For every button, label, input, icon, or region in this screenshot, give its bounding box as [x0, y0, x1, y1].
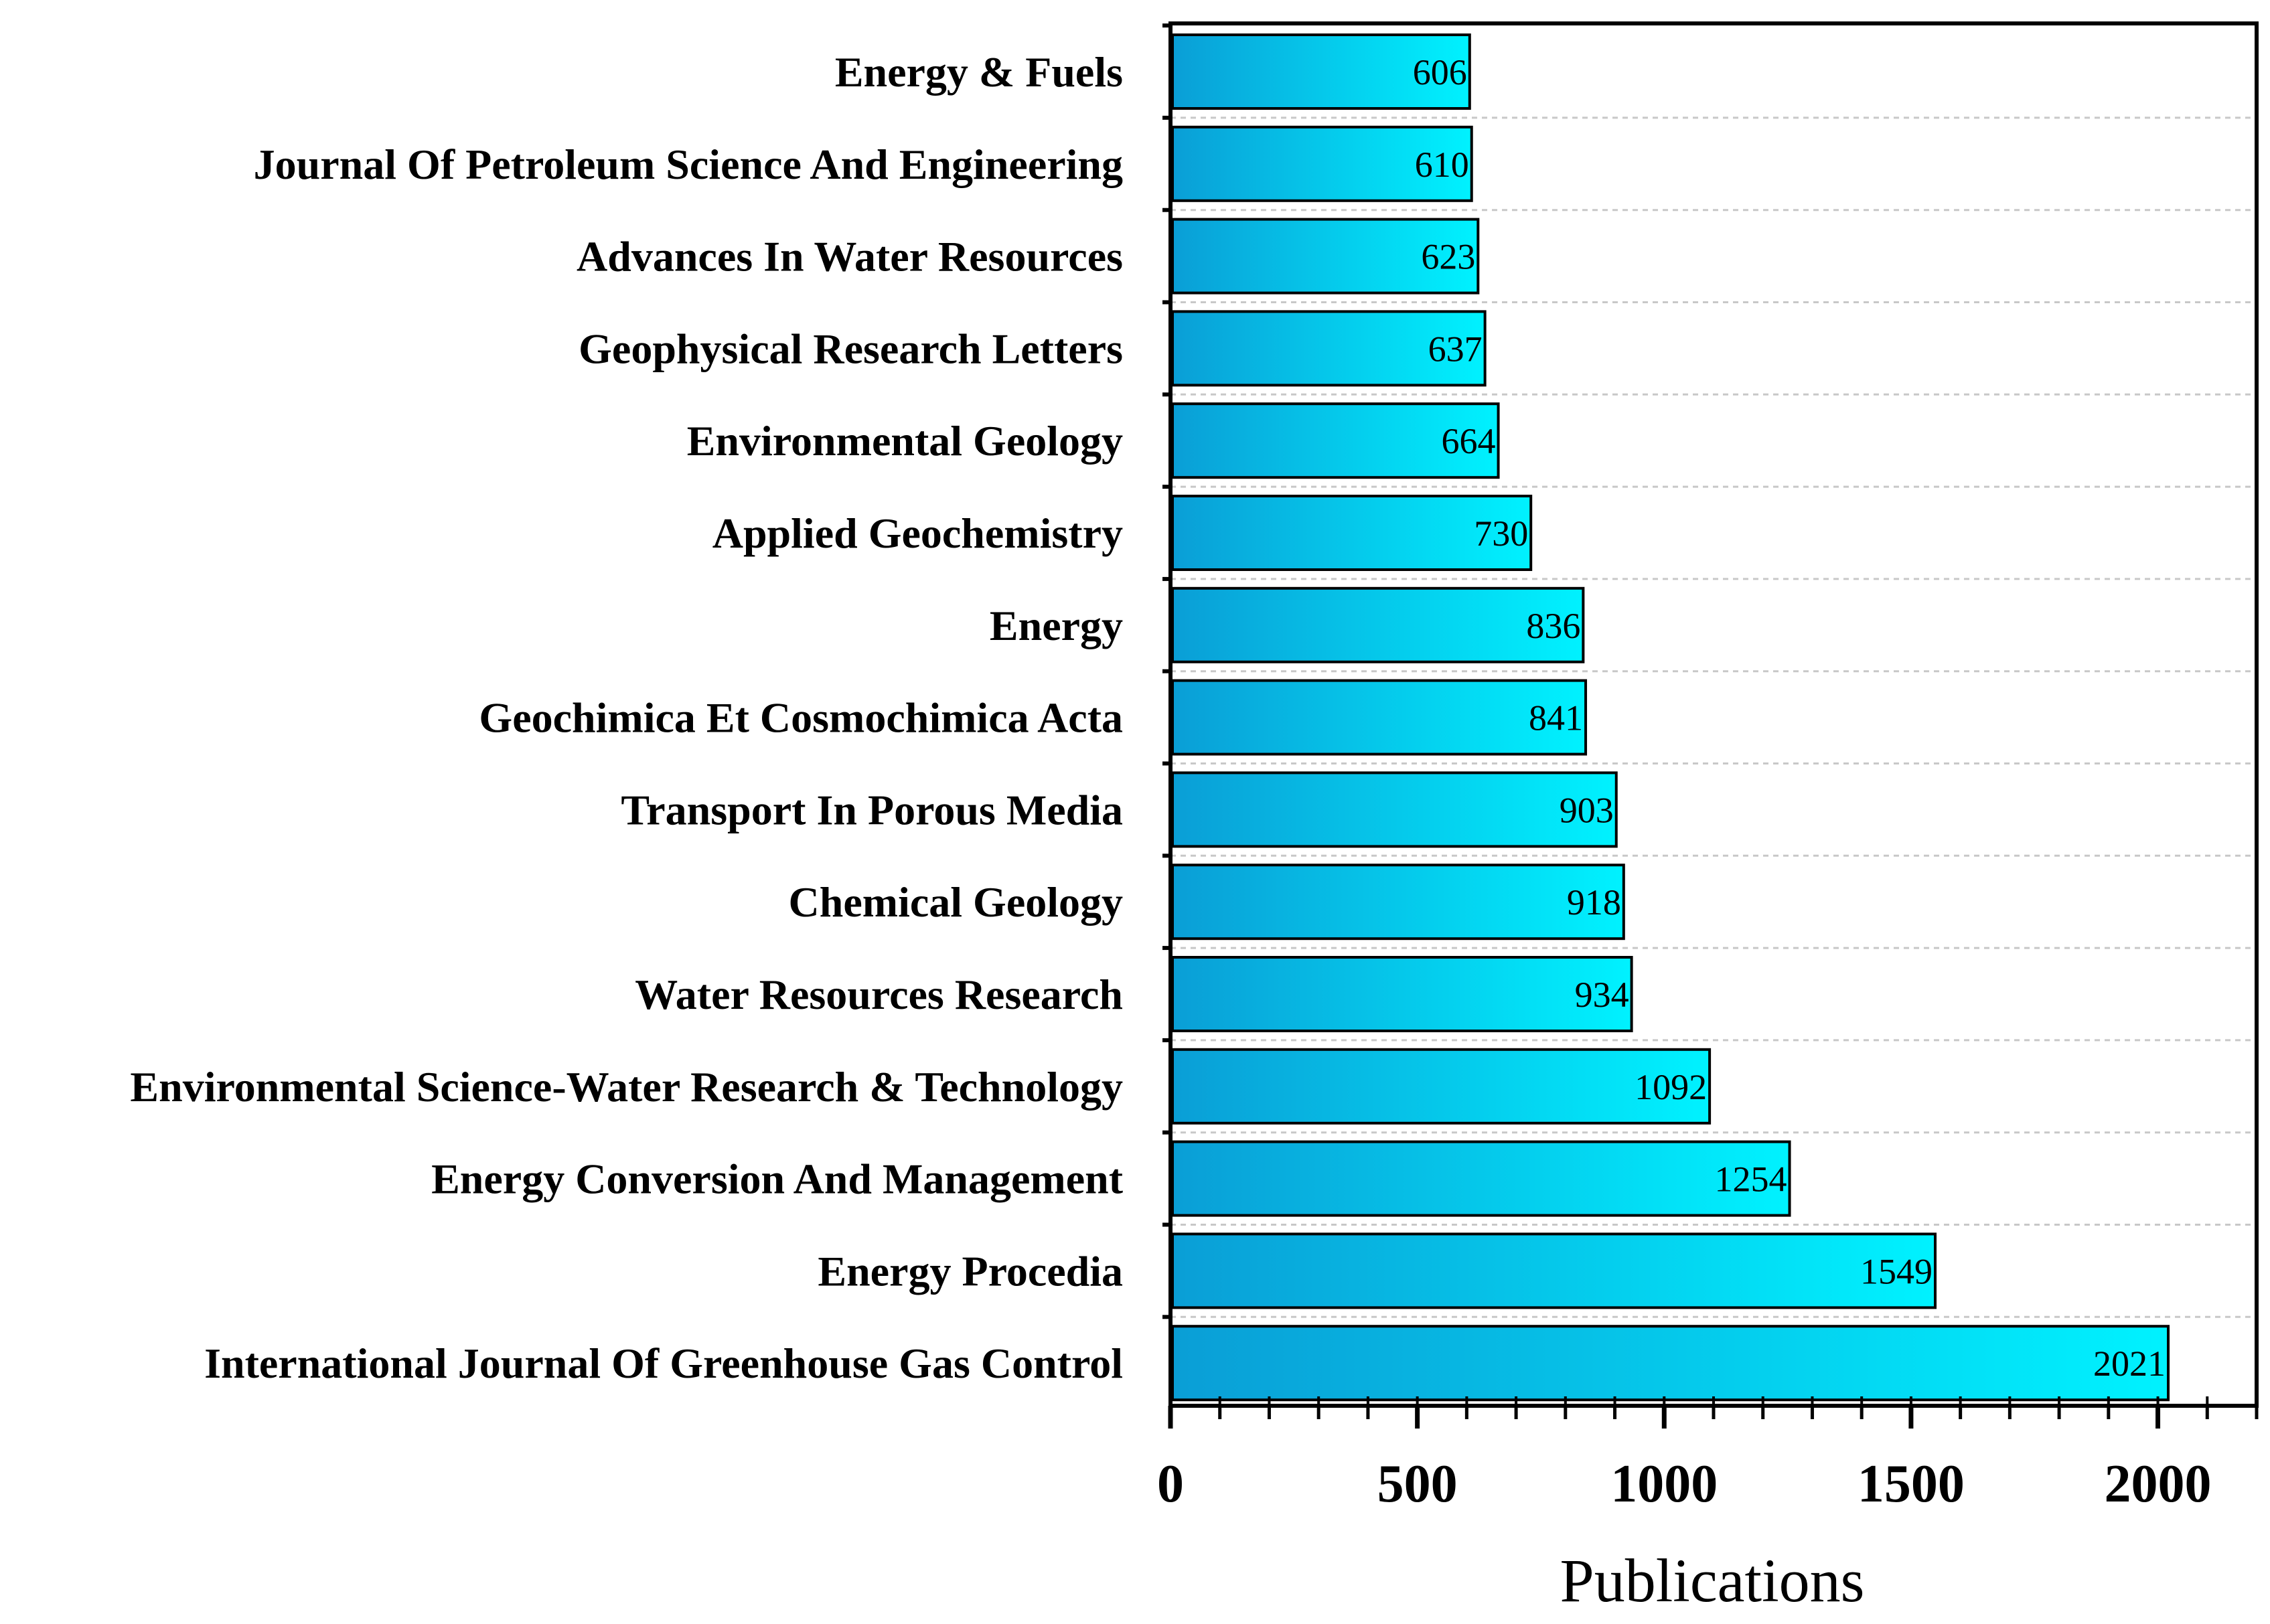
category-label: Energy Conversion And Management: [431, 1155, 1124, 1203]
bar-value-label: 1549: [1860, 1251, 1933, 1291]
category-label: Advances In Water Resources: [577, 233, 1123, 280]
x-tick-label: 0: [1157, 1455, 1184, 1514]
category-label: Applied Geochemistry: [712, 509, 1123, 557]
bar-value-label: 606: [1413, 52, 1467, 92]
category-label: Water Resources Research: [635, 971, 1123, 1018]
bar: [1171, 1232, 1937, 1309]
bar-value-label: 1254: [1715, 1159, 1787, 1200]
bar: [1171, 218, 1480, 295]
bar-value-label: 623: [1421, 237, 1475, 277]
x-tick-label: 1500: [1858, 1455, 1965, 1514]
category-label: Geochimica Et Cosmochimica Acta: [479, 694, 1123, 742]
category-label: Energy: [990, 602, 1123, 649]
category-label: Environmental Geology: [687, 417, 1123, 465]
x-tick-label: 500: [1377, 1455, 1458, 1514]
bar: [1171, 402, 1500, 479]
bar: [1171, 33, 1471, 110]
x-tick-labels: 0 500 1000 1500 2000: [1157, 1455, 2212, 1514]
x-tick-label: 2000: [2105, 1455, 2212, 1514]
x-axis-title: Publications: [1560, 1546, 1865, 1615]
bar: [1171, 956, 1633, 1032]
bar-value-label: 836: [1526, 606, 1580, 646]
bar: [1171, 679, 1588, 756]
bar-value-label: 2021: [2093, 1344, 2166, 1384]
bar-value-label: 934: [1575, 975, 1629, 1015]
bar: [1171, 1325, 2170, 1402]
category-label: Transport In Porous Media: [621, 786, 1123, 833]
category-label: International Journal Of Greenhouse Gas …: [204, 1339, 1123, 1387]
category-label: Geophysical Research Letters: [579, 325, 1123, 372]
category-label: Energy Procedia: [818, 1247, 1123, 1295]
bar: [1171, 1048, 1712, 1125]
x-tick-label: 1000: [1610, 1455, 1718, 1514]
axes: [1162, 21, 2259, 1429]
category-label: Energy & Fuels: [835, 48, 1123, 96]
bar-value-label: 610: [1415, 145, 1469, 185]
category-label: Chemical Geology: [789, 878, 1123, 926]
bar-value-label: 841: [1529, 698, 1583, 738]
bar: [1171, 586, 1585, 663]
bar-value-label: 664: [1442, 421, 1496, 461]
bar-value-label: 1092: [1635, 1067, 1707, 1107]
bar-value-label: 637: [1428, 329, 1483, 369]
bar: [1171, 771, 1618, 848]
category-label: Journal Of Petroleum Science And Enginee…: [254, 141, 1123, 188]
category-labels: Energy & Fuels Journal Of Petroleum Scien…: [130, 48, 1123, 1387]
bar-value-label: 903: [1560, 790, 1614, 830]
bar: [1171, 1140, 1791, 1217]
gridlines: [1170, 116, 2257, 1318]
category-label: Environmental Science-Water Research & T…: [130, 1063, 1123, 1111]
bar: [1171, 864, 1625, 941]
bars: 606 610 623 637 664 730 836 841 903 918 934 1092 125…: [1171, 33, 2170, 1402]
bar-value-label: 730: [1474, 513, 1528, 554]
bar-value-label: 918: [1567, 882, 1621, 922]
